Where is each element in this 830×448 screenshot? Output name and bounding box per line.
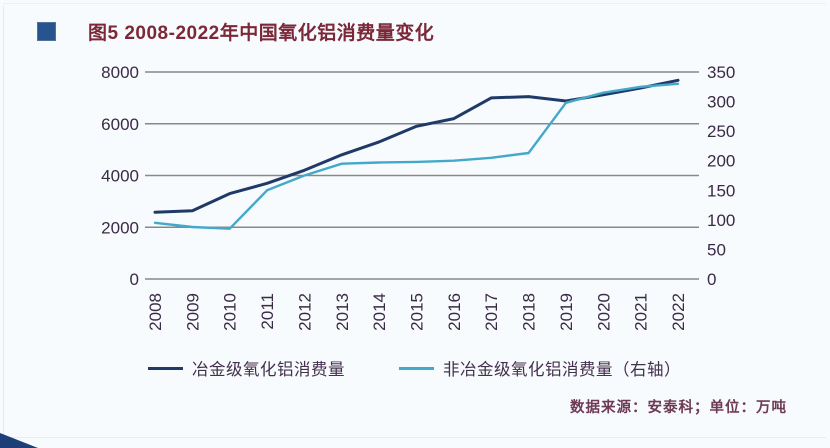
chart-line-metallurgical <box>153 78 680 214</box>
x-axis-year-label: 2008 <box>146 293 165 331</box>
right-axis-tick-label: 100 <box>707 211 735 230</box>
right-axis-tick-label: 150 <box>707 181 735 200</box>
left-axis-tick-label: 2000 <box>101 218 139 237</box>
x-axis-year-label: 2019 <box>557 293 576 331</box>
x-axis-year-label: 2014 <box>370 293 389 331</box>
x-axis-year-label: 2010 <box>221 293 240 331</box>
right-axis-tick-label: 250 <box>707 122 735 141</box>
x-axis-year-label: 2015 <box>408 293 427 331</box>
legend-label: 非冶金级氧化铝消费量（右轴） <box>443 361 681 379</box>
x-axis-year-label: 2022 <box>669 293 688 331</box>
chart-header: 图5 2008-2022年中国氧化铝消费量变化 <box>37 18 434 45</box>
right-axis-tick-label: 200 <box>707 152 735 171</box>
dual-axis-line-chart: 0 2000 4000 6000 8000 0 50 100 150 200 250 300 350 20… <box>101 63 735 331</box>
data-source-note: 数据来源：安泰科；单位：万吨 <box>570 400 787 416</box>
x-axis-year-label: 2013 <box>333 293 352 331</box>
chart-line-non-metallurgical <box>153 82 680 230</box>
x-axis-year-label: 2012 <box>295 293 314 331</box>
x-axis-year-label: 2016 <box>445 293 464 331</box>
legend-label: 冶金级氧化铝消费量 <box>192 361 345 379</box>
legend-line-swatch <box>148 366 183 370</box>
right-axis-tick-label: 50 <box>707 240 726 259</box>
left-axis-tick-label: 8000 <box>101 63 139 82</box>
chart-legend: 冶金级氧化铝消费量 非冶金级氧化铝消费量（右轴） <box>148 356 681 380</box>
left-axis-tick-label: 6000 <box>101 115 139 134</box>
chart-title: 图5 2008-2022年中国氧化铝消费量变化 <box>88 23 435 44</box>
right-axis-tick-label: 0 <box>707 270 716 289</box>
title-bullet-icon <box>37 22 56 41</box>
x-axis-year-label: 2020 <box>594 293 613 331</box>
panel-left-border <box>3 6 4 436</box>
x-axis-year-label: 2009 <box>183 293 202 331</box>
right-axis-tick-label: 300 <box>707 93 735 112</box>
panel-top-border <box>3 3 826 4</box>
x-axis-year-label: 2018 <box>520 293 539 331</box>
legend-item: 非冶金级氧化铝消费量（右轴） <box>399 356 681 380</box>
left-axis-tick-label: 4000 <box>101 167 139 186</box>
left-axis-tick-label: 0 <box>130 270 139 289</box>
x-axis-year-label: 2017 <box>482 293 501 331</box>
right-axis-tick-label: 350 <box>707 63 735 82</box>
x-axis-year-label: 2011 <box>258 293 277 330</box>
legend-item: 冶金级氧化铝消费量 <box>148 356 345 380</box>
x-axis-year-label: 2021 <box>632 293 651 331</box>
panel-bottom-border <box>3 437 826 438</box>
corner-decoration <box>0 433 38 448</box>
legend-line-swatch <box>399 366 434 370</box>
